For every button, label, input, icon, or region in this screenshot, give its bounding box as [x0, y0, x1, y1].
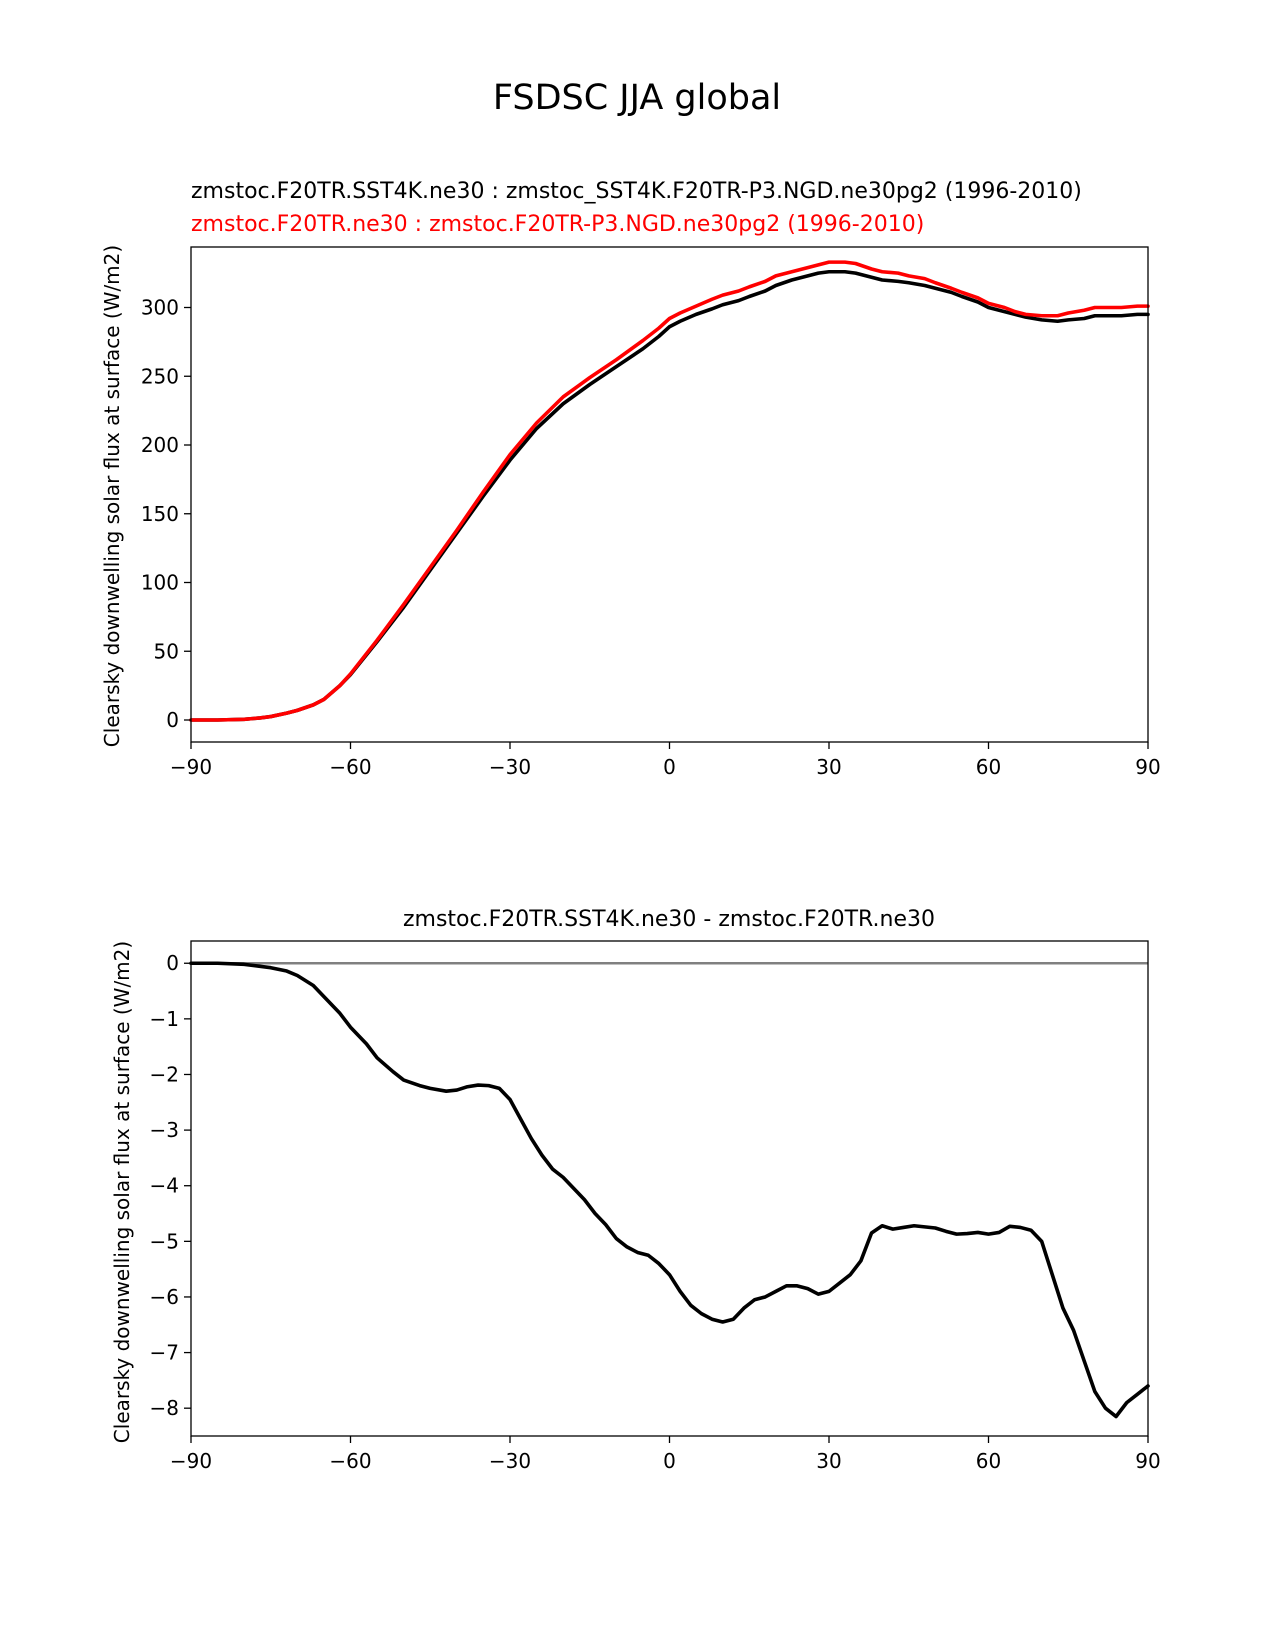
axes-frame [190, 940, 1149, 1437]
x-tick-label: 60 [976, 1449, 1001, 1473]
y-tick-label: 0 [166, 708, 179, 732]
series-line-0 [189, 961, 1150, 1419]
series-line-0 [189, 269, 1150, 722]
bottom-chart: zmstoc.F20TR.SST4K.ne30 - zmstoc.F20TR.n… [110, 907, 1161, 1473]
top-chart-title-line2: zmstoc.F20TR.ne30 : zmstoc.F20TR-P3.NGD.… [191, 212, 924, 237]
bottom-chart-title: zmstoc.F20TR.SST4K.ne30 - zmstoc.F20TR.n… [403, 907, 935, 932]
x-tick-label: 90 [1135, 755, 1160, 779]
y-tick-label: 150 [141, 502, 179, 526]
x-tick-label: −60 [329, 1449, 371, 1473]
y-tick-label: 0 [166, 951, 179, 975]
x-tick-label: 60 [976, 755, 1001, 779]
x-tick-label: −90 [170, 1449, 212, 1473]
y-tick-label: −8 [150, 1396, 179, 1420]
y-tick-label: 250 [141, 364, 179, 388]
y-tick-label: −7 [150, 1341, 179, 1365]
y-tick-label: 50 [154, 639, 179, 663]
x-tick-label: 0 [663, 755, 676, 779]
x-tick-label: −30 [489, 1449, 531, 1473]
x-tick-label: −90 [170, 755, 212, 779]
axes-frame [190, 246, 1149, 743]
x-tick-label: −30 [489, 755, 531, 779]
bottom-chart-ylabel: Clearsky downwelling solar flux at surfa… [110, 941, 134, 1443]
y-tick-label: 100 [141, 571, 179, 595]
top-chart-title-line1: zmstoc.F20TR.SST4K.ne30 : zmstoc_SST4K.F… [191, 179, 1082, 204]
y-tick-label: 200 [141, 433, 179, 457]
y-tick-label: −5 [150, 1229, 179, 1253]
x-tick-label: 30 [816, 755, 841, 779]
x-tick-label: 90 [1135, 1449, 1160, 1473]
bottom-chart-plot-area: −90 −60 −30 0 30 60 90 0 −1 −2 −3 −4 −5 −6 −7 −8 [150, 940, 1161, 1473]
x-tick-label: 30 [816, 1449, 841, 1473]
figure-suptitle: FSDSC JJA global [493, 78, 781, 118]
y-tick-label: −4 [150, 1174, 179, 1198]
x-tick-label: 0 [663, 1449, 676, 1473]
y-tick-label: −1 [150, 1007, 179, 1031]
y-tick-label: −2 [150, 1062, 179, 1086]
top-chart: zmstoc.F20TR.SST4K.ne30 : zmstoc_SST4K.F… [100, 179, 1161, 779]
series-line-1 [189, 260, 1150, 722]
top-chart-ylabel: Clearsky downwelling solar flux at surfa… [100, 245, 124, 747]
y-tick-label: −3 [150, 1118, 179, 1142]
y-tick-label: 300 [141, 296, 179, 320]
top-chart-plot-area: −90 −60 −30 0 30 60 90 0 50 100 150 200 250 300 [141, 246, 1161, 779]
x-tick-label: −60 [329, 755, 371, 779]
y-tick-label: −6 [150, 1285, 179, 1309]
